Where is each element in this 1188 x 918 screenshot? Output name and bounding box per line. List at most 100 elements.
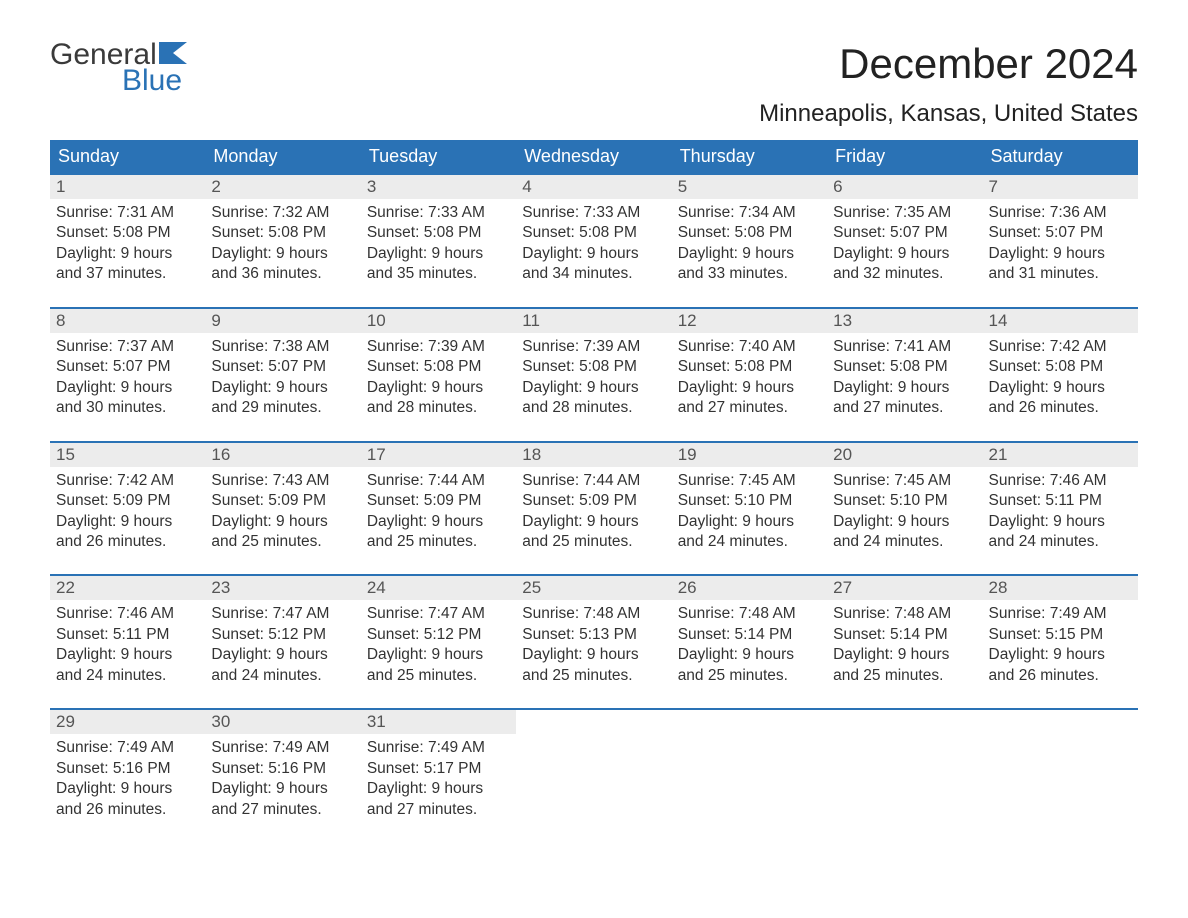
sunset-text: Sunset: 5:08 PM <box>833 357 976 377</box>
sunset-text: Sunset: 5:09 PM <box>211 491 354 511</box>
day-number: 19 <box>672 443 827 467</box>
day-cell-empty <box>827 710 982 824</box>
sunset-text: Sunset: 5:08 PM <box>56 223 199 243</box>
daylight-line2: and 24 minutes. <box>678 532 821 552</box>
day-number <box>516 710 671 734</box>
day-number <box>672 710 827 734</box>
sunrise-text: Sunrise: 7:49 AM <box>367 738 510 758</box>
day-cell: 31Sunrise: 7:49 AMSunset: 5:17 PMDayligh… <box>361 710 516 824</box>
sunset-text: Sunset: 5:15 PM <box>989 625 1132 645</box>
daylight-line2: and 26 minutes. <box>989 666 1132 686</box>
daylight-line1: Daylight: 9 hours <box>989 244 1132 264</box>
weekday-thursday: Thursday <box>672 140 827 173</box>
daylight-line2: and 30 minutes. <box>56 398 199 418</box>
day-number: 21 <box>983 443 1138 467</box>
sunrise-text: Sunrise: 7:49 AM <box>989 604 1132 624</box>
day-body: Sunrise: 7:45 AMSunset: 5:10 PMDaylight:… <box>672 467 827 557</box>
day-number: 3 <box>361 175 516 199</box>
day-number: 1 <box>50 175 205 199</box>
sunrise-text: Sunrise: 7:37 AM <box>56 337 199 357</box>
sunset-text: Sunset: 5:14 PM <box>833 625 976 645</box>
day-number: 12 <box>672 309 827 333</box>
daylight-line1: Daylight: 9 hours <box>522 645 665 665</box>
sunrise-text: Sunrise: 7:31 AM <box>56 203 199 223</box>
day-body: Sunrise: 7:36 AMSunset: 5:07 PMDaylight:… <box>983 199 1138 289</box>
day-body: Sunrise: 7:42 AMSunset: 5:09 PMDaylight:… <box>50 467 205 557</box>
daylight-line1: Daylight: 9 hours <box>989 645 1132 665</box>
sunrise-text: Sunrise: 7:46 AM <box>989 471 1132 491</box>
sunset-text: Sunset: 5:11 PM <box>56 625 199 645</box>
day-cell: 20Sunrise: 7:45 AMSunset: 5:10 PMDayligh… <box>827 443 982 557</box>
day-number <box>983 710 1138 734</box>
sunrise-text: Sunrise: 7:39 AM <box>367 337 510 357</box>
day-number: 14 <box>983 309 1138 333</box>
day-number: 22 <box>50 576 205 600</box>
daylight-line2: and 33 minutes. <box>678 264 821 284</box>
day-body: Sunrise: 7:33 AMSunset: 5:08 PMDaylight:… <box>516 199 671 289</box>
daylight-line1: Daylight: 9 hours <box>56 378 199 398</box>
daylight-line2: and 25 minutes. <box>678 666 821 686</box>
sunset-text: Sunset: 5:08 PM <box>678 223 821 243</box>
day-cell: 11Sunrise: 7:39 AMSunset: 5:08 PMDayligh… <box>516 309 671 423</box>
daylight-line2: and 36 minutes. <box>211 264 354 284</box>
day-number: 17 <box>361 443 516 467</box>
daylight-line2: and 28 minutes. <box>522 398 665 418</box>
daylight-line1: Daylight: 9 hours <box>211 512 354 532</box>
day-cell: 2Sunrise: 7:32 AMSunset: 5:08 PMDaylight… <box>205 175 360 289</box>
calendar: SundayMondayTuesdayWednesdayThursdayFrid… <box>50 140 1138 824</box>
day-body: Sunrise: 7:47 AMSunset: 5:12 PMDaylight:… <box>205 600 360 690</box>
daylight-line2: and 26 minutes. <box>989 398 1132 418</box>
daylight-line1: Daylight: 9 hours <box>989 378 1132 398</box>
daylight-line2: and 25 minutes. <box>833 666 976 686</box>
daylight-line2: and 25 minutes. <box>522 666 665 686</box>
sunrise-text: Sunrise: 7:43 AM <box>211 471 354 491</box>
day-number: 4 <box>516 175 671 199</box>
daylight-line1: Daylight: 9 hours <box>56 779 199 799</box>
sunrise-text: Sunrise: 7:48 AM <box>522 604 665 624</box>
daylight-line2: and 25 minutes. <box>367 532 510 552</box>
daylight-line1: Daylight: 9 hours <box>56 244 199 264</box>
daylight-line1: Daylight: 9 hours <box>989 512 1132 532</box>
sunset-text: Sunset: 5:14 PM <box>678 625 821 645</box>
day-cell: 28 Sunrise: 7:49 AMSunset: 5:15 PMDayligh… <box>983 576 1138 690</box>
day-cell: 7Sunrise: 7:36 AMSunset: 5:07 PMDaylight… <box>983 175 1138 289</box>
day-body: Sunrise: 7:39 AMSunset: 5:08 PMDaylight:… <box>361 333 516 423</box>
week-row: 8Sunrise: 7:37 AMSunset: 5:07 PMDaylight… <box>50 307 1138 423</box>
day-cell: 27Sunrise: 7:48 AMSunset: 5:14 PMDayligh… <box>827 576 982 690</box>
daylight-line2: and 28 minutes. <box>367 398 510 418</box>
sunrise-text: Sunrise: 7:32 AM <box>211 203 354 223</box>
day-cell: 18Sunrise: 7:44 AMSunset: 5:09 PMDayligh… <box>516 443 671 557</box>
week-row: 15Sunrise: 7:42 AMSunset: 5:09 PMDayligh… <box>50 441 1138 557</box>
sunrise-text: Sunrise: 7:44 AM <box>367 471 510 491</box>
sunset-text: Sunset: 5:08 PM <box>367 223 510 243</box>
sunrise-text: Sunrise: 7:48 AM <box>678 604 821 624</box>
day-body: Sunrise: 7:37 AMSunset: 5:07 PMDaylight:… <box>50 333 205 423</box>
sunrise-text: Sunrise: 7:45 AM <box>833 471 976 491</box>
title-block: December 2024 Minneapolis, Kansas, Unite… <box>759 40 1138 128</box>
day-number: 11 <box>516 309 671 333</box>
day-number: 29 <box>50 710 205 734</box>
sunrise-text: Sunrise: 7:42 AM <box>56 471 199 491</box>
sunrise-text: Sunrise: 7:49 AM <box>56 738 199 758</box>
daylight-line1: Daylight: 9 hours <box>678 378 821 398</box>
daylight-line1: Daylight: 9 hours <box>678 244 821 264</box>
day-cell: 22Sunrise: 7:46 AMSunset: 5:11 PMDayligh… <box>50 576 205 690</box>
sunset-text: Sunset: 5:12 PM <box>211 625 354 645</box>
day-cell: 25Sunrise: 7:48 AMSunset: 5:13 PMDayligh… <box>516 576 671 690</box>
sunset-text: Sunset: 5:10 PM <box>833 491 976 511</box>
daylight-line1: Daylight: 9 hours <box>833 645 976 665</box>
sunrise-text: Sunrise: 7:42 AM <box>989 337 1132 357</box>
daylight-line2: and 35 minutes. <box>367 264 510 284</box>
day-body: Sunrise: 7:31 AMSunset: 5:08 PMDaylight:… <box>50 199 205 289</box>
day-body: Sunrise: 7:45 AMSunset: 5:10 PMDaylight:… <box>827 467 982 557</box>
sunset-text: Sunset: 5:13 PM <box>522 625 665 645</box>
daylight-line2: and 24 minutes. <box>833 532 976 552</box>
header: General Blue December 2024 Minneapolis, … <box>50 40 1138 128</box>
daylight-line2: and 37 minutes. <box>56 264 199 284</box>
sunset-text: Sunset: 5:09 PM <box>56 491 199 511</box>
day-number: 30 <box>205 710 360 734</box>
sunset-text: Sunset: 5:10 PM <box>678 491 821 511</box>
day-body: Sunrise: 7:35 AMSunset: 5:07 PMDaylight:… <box>827 199 982 289</box>
day-body: Sunrise: 7:39 AMSunset: 5:08 PMDaylight:… <box>516 333 671 423</box>
day-number: 28 <box>983 576 1138 600</box>
